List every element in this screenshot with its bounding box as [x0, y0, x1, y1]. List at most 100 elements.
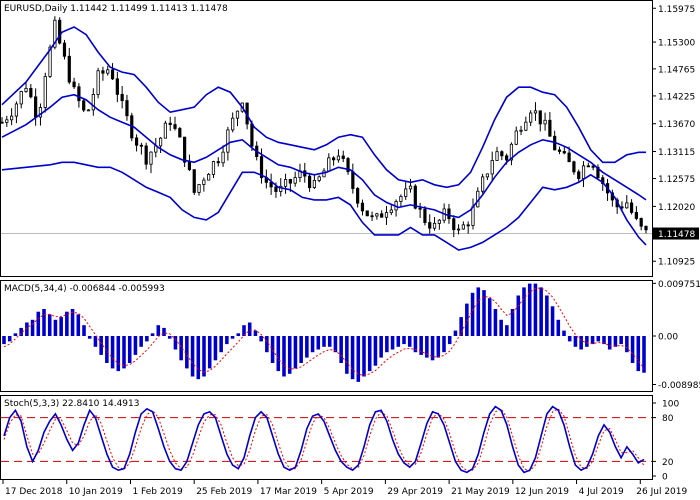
candle [365, 210, 369, 217]
macd-histogram-bar [373, 336, 378, 366]
candle [231, 112, 235, 133]
candle-body [67, 55, 71, 83]
current-price-marker [653, 227, 699, 240]
candle [485, 173, 490, 181]
candle [625, 195, 629, 209]
macd-histogram-bar [470, 292, 475, 336]
macd-histogram-bar [13, 333, 18, 336]
macd-histogram-bar [293, 336, 298, 369]
candle [283, 173, 288, 194]
macd-histogram-bar [333, 336, 338, 353]
price-axis-label: 1.15300 [658, 39, 695, 49]
macd-histogram-bar [53, 319, 58, 336]
candle-body [158, 137, 163, 147]
candle [639, 217, 643, 231]
candle [461, 221, 465, 230]
macd-histogram-bar [362, 336, 366, 377]
bollinger-lower-line [1, 161, 647, 251]
candle-body [480, 176, 485, 192]
macd-histogram-bar [213, 336, 218, 361]
macd-histogram-bar [339, 336, 343, 363]
macd-histogram-bar [505, 325, 509, 336]
candle [307, 172, 312, 192]
macd-histogram-bar [196, 336, 201, 380]
candle [19, 90, 23, 109]
candle-body [19, 91, 23, 105]
macd-histogram-bar [556, 319, 561, 336]
macd-histogram-bar [447, 336, 452, 345]
macd-histogram-bar [436, 336, 441, 358]
candle-body [356, 188, 360, 204]
candle-body [34, 96, 38, 118]
macd-histogram-bar [259, 336, 263, 342]
macd-histogram-bar [573, 336, 578, 347]
candle-body [231, 117, 235, 131]
candle-body [591, 165, 595, 168]
macd-histogram-bar [465, 303, 469, 336]
candle-body [134, 137, 139, 146]
candle-body [423, 208, 427, 223]
macd-header: MACD(5,34,4) -0.006844 -0.005993 [4, 284, 165, 294]
macd-histogram-bar [150, 333, 155, 336]
candle [86, 109, 91, 112]
macd-histogram-bar [270, 336, 275, 363]
candle-body [221, 151, 225, 164]
candle-body [332, 157, 336, 161]
candle-body [53, 19, 57, 48]
candle-body [485, 173, 490, 178]
candle [43, 72, 47, 113]
candle-body [548, 119, 552, 137]
candle-body [216, 161, 220, 164]
candle-body [380, 213, 384, 218]
candle-body [365, 210, 369, 217]
macd-histogram-bar [413, 336, 418, 353]
macd-pane [2, 283, 646, 382]
candle [346, 156, 350, 175]
candle [134, 134, 139, 152]
candle [418, 202, 422, 218]
candle-body [82, 100, 86, 111]
candle [380, 210, 384, 218]
candle-body [490, 160, 494, 175]
candle [82, 99, 86, 113]
macd-histogram-bar [99, 336, 103, 355]
macd-histogram-bar [442, 336, 446, 353]
candle [91, 88, 95, 116]
candle [423, 206, 427, 226]
price-axis-label: 1.12020 [658, 203, 695, 213]
macd-histogram-bar [185, 336, 189, 369]
candle [557, 146, 562, 155]
candle [293, 171, 297, 187]
macd-histogram-bar [276, 336, 281, 372]
macd-histogram-bar [265, 336, 269, 353]
macd-histogram-bar [162, 327, 166, 336]
macd-histogram-bar [110, 336, 115, 369]
price-axis-label: 1.13115 [658, 148, 695, 158]
macd-histogram-bar [619, 336, 623, 345]
candle [62, 39, 67, 60]
macd-histogram-bar [247, 322, 252, 336]
candle-body [48, 46, 52, 77]
candle [332, 156, 336, 166]
stoch-main-line [3, 405, 645, 474]
time-axis-label: 10 Jan 2019 [69, 487, 123, 497]
candle [67, 47, 71, 85]
macd-histogram-bar [219, 336, 223, 353]
macd-histogram-bar [630, 336, 635, 363]
candle-body [106, 69, 110, 74]
candle [336, 149, 341, 163]
candle [596, 164, 600, 179]
candle-body [346, 158, 350, 173]
candle-body [58, 19, 62, 44]
candle [548, 112, 552, 137]
stoch-axis-label: 20 [662, 458, 674, 468]
price-header: EURUSD,Daily 1.11442 1.11499 1.11413 1.1… [4, 4, 228, 14]
candle-body [452, 218, 456, 231]
bollinger-upper-line [1, 26, 646, 189]
candle [178, 126, 182, 138]
candle [29, 83, 33, 99]
macd-histogram-bar [236, 333, 241, 336]
candle [192, 169, 196, 195]
candle [202, 177, 206, 192]
